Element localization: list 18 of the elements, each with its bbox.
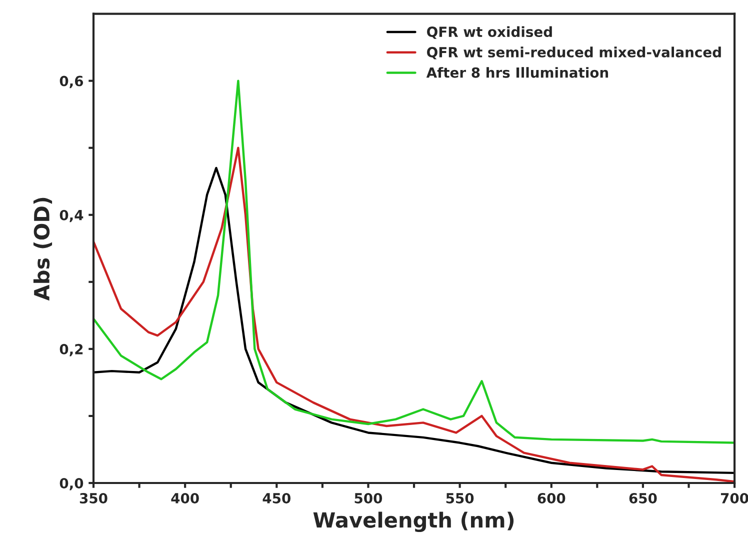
x-tick-label: 650 bbox=[629, 492, 657, 504]
x-tick-label: 450 bbox=[262, 492, 290, 504]
y-tick-label: 0,6 bbox=[60, 76, 84, 88]
x-tick-label: 350 bbox=[80, 492, 108, 504]
y-tick-label: 0,2 bbox=[60, 344, 83, 356]
legend-label: QFR wt semi-reduced mixed-valanced bbox=[427, 46, 721, 60]
legend-label: QFR wt oxidised bbox=[427, 26, 552, 39]
x-tick-label: 400 bbox=[171, 492, 199, 504]
legend-label: After 8 hrs Illumination bbox=[426, 67, 608, 78]
x-tick-label: 600 bbox=[538, 492, 566, 504]
line-series bbox=[94, 80, 735, 444]
x-tick-label: 700 bbox=[720, 492, 748, 504]
x-axis-title: Wavelength (nm) bbox=[313, 512, 514, 532]
y-tick-label: 0,4 bbox=[60, 210, 84, 222]
y-axis-title: Abs (OD) bbox=[33, 198, 52, 301]
x-tick-label: 550 bbox=[446, 492, 474, 504]
y-tick-label: 0,0 bbox=[60, 478, 84, 490]
x-tick-label: 500 bbox=[354, 492, 382, 504]
